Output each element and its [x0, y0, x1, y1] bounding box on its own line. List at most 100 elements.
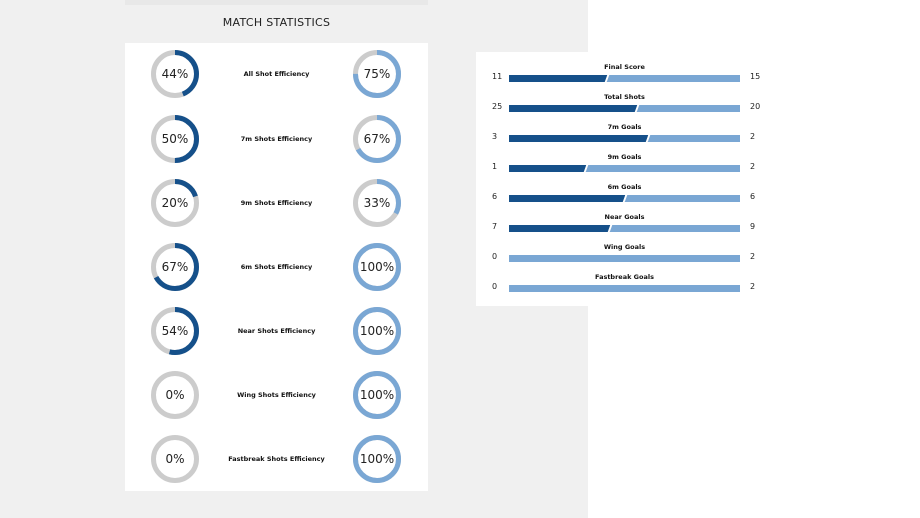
ring-fill	[353, 179, 401, 227]
home-efficiency-ring-chart	[151, 435, 199, 483]
ring-fill	[353, 435, 401, 483]
away-efficiency-ring: 100%	[352, 370, 402, 420]
away-efficiency-ring-value: 67%	[363, 132, 391, 146]
home-bar-fill	[509, 135, 648, 142]
ring-fill	[151, 243, 199, 291]
comparison-label: Near Goals	[604, 213, 645, 221]
home-bar-fill	[509, 75, 607, 82]
efficiency-row: 0% Fastbreak Shots Efficiency 100%	[125, 434, 428, 484]
away-efficiency-ring-chart	[353, 115, 401, 163]
away-efficiency-ring: 100%	[352, 434, 402, 484]
comparison-label: Final Score	[604, 63, 645, 71]
comparison-row: 6m Goals 6 6	[476, 173, 760, 203]
top-strip	[125, 0, 428, 5]
away-efficiency-ring-value: 75%	[363, 67, 391, 81]
home-value: 6	[492, 192, 498, 201]
ring-fill	[353, 243, 401, 291]
away-efficiency-ring: 100%	[352, 242, 402, 292]
home-efficiency-ring: 54%	[150, 306, 200, 356]
ring-fill	[353, 50, 401, 98]
home-efficiency-ring-value: 20%	[161, 196, 189, 210]
away-efficiency-ring-chart	[353, 243, 401, 291]
away-efficiency-ring-chart	[353, 179, 401, 227]
home-efficiency-ring: 0%	[150, 434, 200, 484]
comparison-bar	[509, 225, 740, 232]
efficiency-row: 50% 7m Shots Efficiency 67%	[125, 114, 428, 164]
comparison-row: Fastbreak Goals 0 2	[476, 263, 760, 293]
home-bar-fill	[509, 165, 586, 172]
ring-fill	[353, 307, 401, 355]
comparison-label: 7m Goals	[607, 123, 642, 131]
home-efficiency-ring: 20%	[150, 178, 200, 228]
comparison-row: Near Goals 7 9	[476, 203, 760, 233]
comparison-label: Fastbreak Goals	[595, 273, 654, 281]
comparison-label: Wing Goals	[603, 243, 646, 251]
away-value: 9	[750, 222, 756, 231]
home-value: 25	[492, 102, 503, 111]
comparison-label: 9m Goals	[607, 153, 642, 161]
ring-fill	[151, 307, 199, 355]
away-value: 15	[750, 72, 761, 81]
home-efficiency-ring: 67%	[150, 242, 200, 292]
comparison-bar	[509, 105, 740, 112]
efficiency-row: 54% Near Shots Efficiency 100%	[125, 306, 428, 356]
efficiency-row: 44% All Shot Efficiency 75%	[125, 49, 428, 99]
home-bar-fill	[509, 195, 625, 202]
efficiency-label: 6m Shots Efficiency	[240, 263, 313, 271]
home-bar-fill	[509, 225, 611, 232]
efficiency-label: 9m Shots Efficiency	[240, 199, 313, 207]
away-efficiency-ring-value: 100%	[359, 452, 395, 466]
home-efficiency-ring-value: 50%	[161, 132, 189, 146]
away-efficiency-ring-value: 100%	[359, 324, 395, 338]
away-efficiency-ring-chart	[353, 50, 401, 98]
comparison-label: 6m Goals	[607, 183, 642, 191]
efficiency-label: Near Shots Efficiency	[237, 327, 316, 335]
home-bar-fill	[509, 105, 638, 112]
home-value: 0	[492, 252, 498, 261]
ring-track	[151, 371, 199, 419]
efficiency-row: 67% 6m Shots Efficiency 100%	[125, 242, 428, 292]
home-efficiency-ring-chart	[151, 50, 199, 98]
comparison-label: Total Shots	[604, 93, 645, 101]
home-efficiency-ring-value: 54%	[161, 324, 189, 338]
home-efficiency-ring: 44%	[150, 49, 200, 99]
comparison-bar	[509, 195, 740, 202]
home-value: 1	[492, 162, 498, 171]
comparison-row: 9m Goals 1 2	[476, 143, 760, 173]
away-efficiency-ring-chart	[353, 371, 401, 419]
away-value: 6	[750, 192, 756, 201]
home-efficiency-ring-value: 67%	[161, 260, 189, 274]
efficiency-row: 20% 9m Shots Efficiency 33%	[125, 178, 428, 228]
ring-track	[151, 435, 199, 483]
comparison-bar	[509, 75, 740, 82]
efficiency-label: All Shot Efficiency	[243, 70, 310, 78]
home-efficiency-ring-value: 0%	[165, 388, 185, 402]
home-efficiency-ring-value: 44%	[161, 67, 189, 81]
away-efficiency-ring: 33%	[352, 178, 402, 228]
away-value: 2	[750, 282, 756, 291]
efficiency-label: Fastbreak Shots Efficiency	[228, 455, 325, 463]
home-value: 7	[492, 222, 498, 231]
efficiency-label: 7m Shots Efficiency	[240, 135, 313, 143]
home-efficiency-ring: 0%	[150, 370, 200, 420]
away-value: 2	[750, 162, 756, 171]
efficiency-row: 0% Wing Shots Efficiency 100%	[125, 370, 428, 420]
away-efficiency-ring: 67%	[352, 114, 402, 164]
home-value: 11	[492, 72, 503, 81]
away-value: 2	[750, 132, 756, 141]
efficiency-label: Wing Shots Efficiency	[237, 391, 316, 399]
comparison-bar	[509, 135, 740, 142]
home-efficiency-ring-chart	[151, 115, 199, 163]
comparison-bar	[509, 165, 740, 172]
comparison-row: Final Score 11 15	[476, 53, 760, 83]
efficiency-panel: 44% All Shot Efficiency 75% 50% 7m Shots Eff…	[125, 43, 428, 491]
away-efficiency-ring-chart	[353, 435, 401, 483]
comparison-row: Wing Goals 0 2	[476, 233, 760, 263]
away-efficiency-ring-chart	[353, 307, 401, 355]
comparison-bar	[509, 285, 740, 292]
comparison-bar	[509, 255, 740, 262]
away-value: 2	[750, 252, 756, 261]
away-efficiency-ring: 75%	[352, 49, 402, 99]
away-efficiency-ring-value: 100%	[359, 388, 395, 402]
away-efficiency-ring: 100%	[352, 306, 402, 356]
